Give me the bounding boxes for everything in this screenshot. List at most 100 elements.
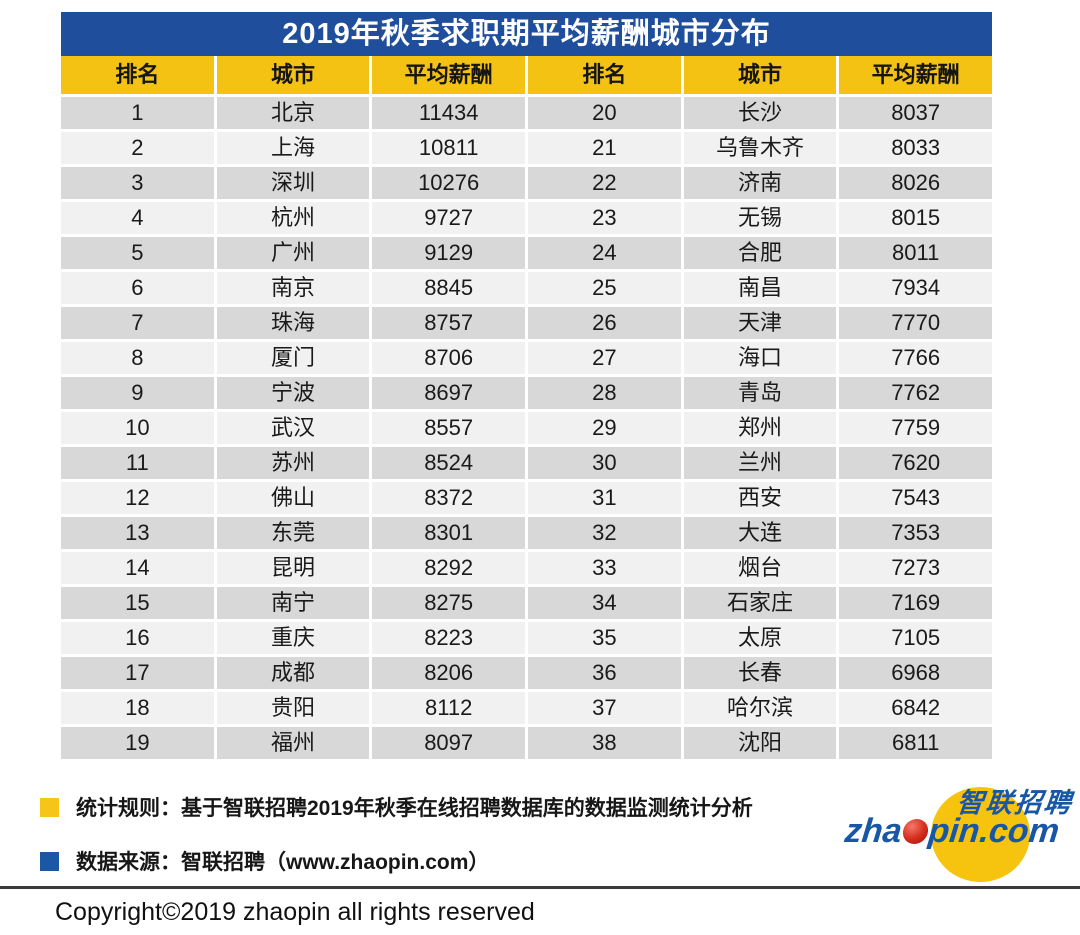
rank-cell: 19 — [61, 727, 214, 759]
rank-cell: 20 — [528, 97, 681, 129]
city-cell: 成都 — [216, 657, 370, 689]
salary-cell: 8011 — [839, 237, 992, 269]
salary-cell: 8557 — [372, 412, 525, 444]
logo-domain-text: zha pin.com — [843, 812, 1061, 851]
salary-cell: 9129 — [372, 237, 525, 269]
city-cell: 东莞 — [216, 517, 370, 549]
salary-cell: 7766 — [839, 342, 992, 374]
city-cell: 福州 — [216, 727, 370, 759]
rank-cell: 37 — [528, 692, 681, 724]
salary-cell: 10811 — [372, 132, 525, 164]
city-cell: 广州 — [216, 237, 370, 269]
city-cell: 乌鲁木齐 — [683, 132, 837, 164]
salary-cell: 8275 — [372, 587, 525, 619]
salary-cell: 6968 — [839, 657, 992, 689]
city-cell: 哈尔滨 — [683, 692, 837, 724]
salary-cell: 7543 — [839, 482, 992, 514]
salary-cell: 7169 — [839, 587, 992, 619]
salary-cell: 8524 — [372, 447, 525, 479]
rank-cell: 17 — [61, 657, 214, 689]
city-cell: 南宁 — [216, 587, 370, 619]
rank-cell: 23 — [528, 202, 681, 234]
rank-cell: 12 — [61, 482, 214, 514]
rank-cell: 15 — [61, 587, 214, 619]
rank-cell: 22 — [528, 167, 681, 199]
rank-cell: 5 — [61, 237, 214, 269]
city-cell: 烟台 — [683, 552, 837, 584]
rank-cell: 27 — [528, 342, 681, 374]
rank-cell: 35 — [528, 622, 681, 654]
city-cell: 无锡 — [683, 202, 837, 234]
rank-cell: 29 — [528, 412, 681, 444]
rank-cell: 6 — [61, 272, 214, 304]
salary-cell: 8697 — [372, 377, 525, 409]
salary-cell: 9727 — [372, 202, 525, 234]
yellow-square-legend-marker — [40, 797, 59, 817]
salary-cell: 7759 — [839, 412, 992, 444]
rank-cell: 3 — [61, 167, 214, 199]
salary-cell: 7762 — [839, 377, 992, 409]
city-cell: 宁波 — [216, 377, 370, 409]
header-salary-right: 平均薪酬 — [839, 56, 992, 94]
city-cell: 济南 — [683, 167, 837, 199]
rank-cell: 34 — [528, 587, 681, 619]
logo-red-ball-icon — [901, 819, 930, 844]
note-stat-rule-text: 统计规则：基于智联招聘2019年秋季在线招聘数据库的数据监测统计分析 — [76, 797, 753, 820]
city-cell: 贵阳 — [216, 692, 370, 724]
salary-cell: 7934 — [839, 272, 992, 304]
salary-cell: 7353 — [839, 517, 992, 549]
rank-cell: 31 — [528, 482, 681, 514]
city-cell: 厦门 — [216, 342, 370, 374]
salary-cell: 8037 — [839, 97, 992, 129]
rank-cell: 9 — [61, 377, 214, 409]
city-cell: 佛山 — [216, 482, 370, 514]
salary-cell: 8706 — [372, 342, 525, 374]
city-cell: 太原 — [683, 622, 837, 654]
city-cell: 沈阳 — [683, 727, 837, 759]
city-cell: 长春 — [683, 657, 837, 689]
header-rank-right: 排名 — [528, 56, 681, 94]
rank-cell: 16 — [61, 622, 214, 654]
city-cell: 上海 — [216, 132, 370, 164]
rank-cell: 18 — [61, 692, 214, 724]
salary-cell: 8033 — [839, 132, 992, 164]
city-cell: 苏州 — [216, 447, 370, 479]
city-cell: 合肥 — [683, 237, 837, 269]
rank-cell: 13 — [61, 517, 214, 549]
blue-square-legend-marker — [40, 851, 59, 871]
logo-domain-left: zha — [843, 812, 904, 850]
salary-cell: 8223 — [372, 622, 525, 654]
salary-cell: 8112 — [372, 692, 525, 724]
city-cell: 大连 — [683, 517, 837, 549]
salary-cell: 7273 — [839, 552, 992, 584]
rank-cell: 8 — [61, 342, 214, 374]
rank-cell: 7 — [61, 307, 214, 339]
header-salary-left: 平均薪酬 — [372, 56, 525, 94]
salary-cell: 7620 — [839, 447, 992, 479]
table-body: 1 北京 11434 20 长沙 8037 2 上海 10811 21 乌鲁木齐 8033 3 深圳 102… — [61, 97, 992, 759]
city-cell: 石家庄 — [683, 587, 837, 619]
city-cell: 郑州 — [683, 412, 837, 444]
salary-cell: 8757 — [372, 307, 525, 339]
city-cell: 武汉 — [216, 412, 370, 444]
header-rank-left: 排名 — [61, 56, 214, 94]
city-cell: 天津 — [683, 307, 837, 339]
salary-cell: 7105 — [839, 622, 992, 654]
note-stat-rule: 统计规则：基于智联招聘2019年秋季在线招聘数据库的数据监测统计分析 — [40, 792, 753, 822]
salary-table: 2019年秋季求职期平均薪酬城市分布 排名 城市 平均薪酬 排名 城市 平均薪酬… — [61, 12, 992, 759]
salary-cell: 8845 — [372, 272, 525, 304]
city-cell: 重庆 — [216, 622, 370, 654]
salary-cell: 8301 — [372, 517, 525, 549]
header-city-right: 城市 — [683, 56, 837, 94]
city-cell: 西安 — [683, 482, 837, 514]
table-title: 2019年秋季求职期平均薪酬城市分布 — [61, 12, 992, 56]
city-cell: 青岛 — [683, 377, 837, 409]
salary-cell: 8372 — [372, 482, 525, 514]
salary-cell: 10276 — [372, 167, 525, 199]
rank-cell: 26 — [528, 307, 681, 339]
rank-cell: 4 — [61, 202, 214, 234]
salary-cell: 7770 — [839, 307, 992, 339]
city-cell: 珠海 — [216, 307, 370, 339]
rank-cell: 10 — [61, 412, 214, 444]
